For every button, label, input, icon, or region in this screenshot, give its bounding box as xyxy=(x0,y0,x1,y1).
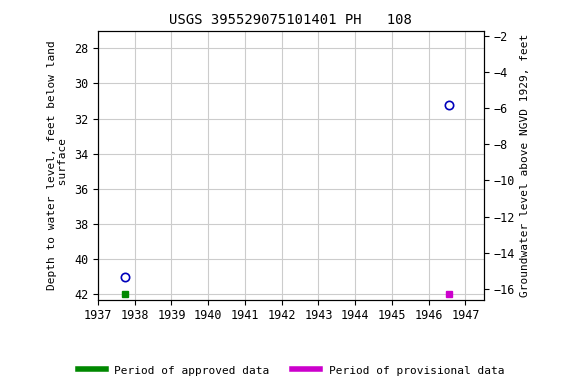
Legend: Period of approved data, Period of provisional data: Period of approved data, Period of provi… xyxy=(73,361,509,380)
Y-axis label: Groundwater level above NGVD 1929, feet: Groundwater level above NGVD 1929, feet xyxy=(521,33,530,297)
Y-axis label: Depth to water level, feet below land
 surface: Depth to water level, feet below land su… xyxy=(47,40,69,290)
Title: USGS 395529075101401 PH   108: USGS 395529075101401 PH 108 xyxy=(169,13,412,27)
